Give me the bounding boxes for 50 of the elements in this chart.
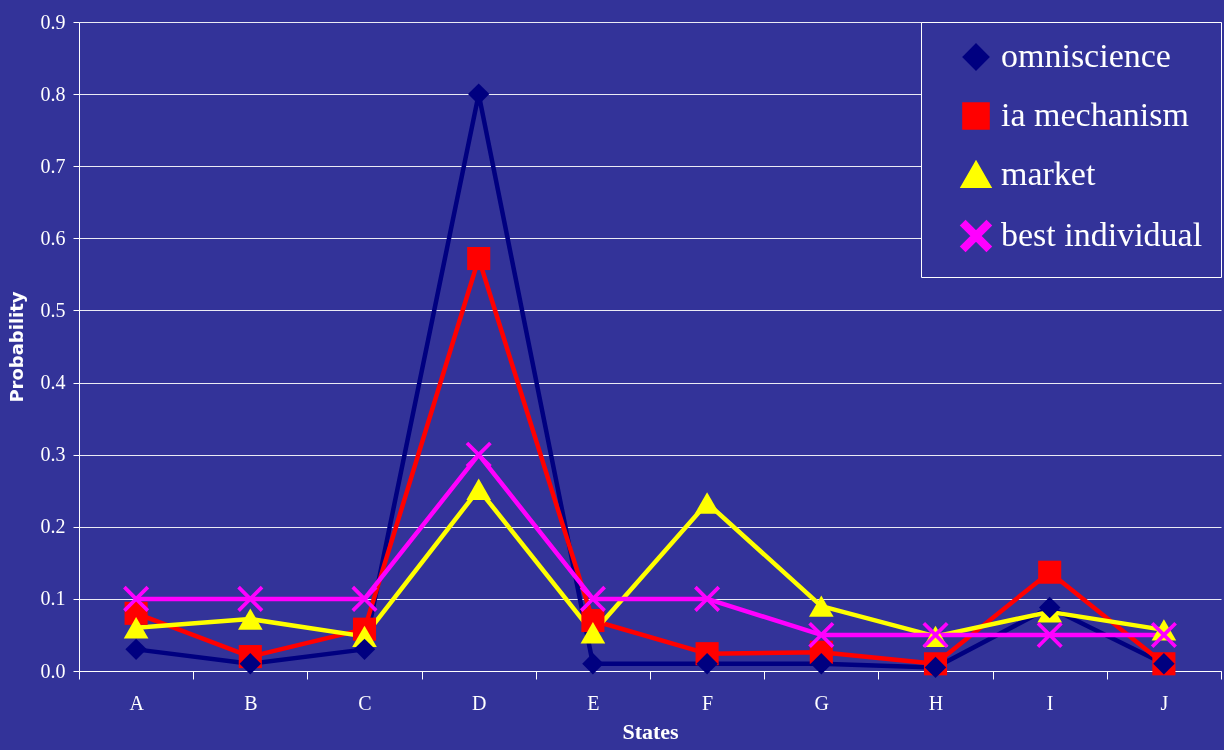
point bbox=[579, 585, 606, 612]
point bbox=[1038, 560, 1062, 584]
x-tick-label: A bbox=[129, 691, 145, 714]
point bbox=[237, 585, 264, 612]
legend-label: market bbox=[1001, 155, 1096, 192]
y-tick-label: 0.3 bbox=[40, 443, 66, 466]
point bbox=[696, 653, 718, 675]
y-tick-label: 0.9 bbox=[40, 10, 66, 33]
point bbox=[466, 478, 492, 500]
point bbox=[465, 441, 492, 468]
y-axis-title: Probability bbox=[5, 291, 27, 403]
x-tick-label: J bbox=[1160, 691, 1169, 714]
x-tick-label: B bbox=[244, 691, 258, 714]
point bbox=[237, 608, 263, 630]
point bbox=[580, 622, 606, 644]
point bbox=[123, 585, 150, 612]
y-tick-label: 0.7 bbox=[40, 154, 66, 177]
point bbox=[353, 638, 376, 661]
y-tick-label: 0.4 bbox=[40, 371, 66, 394]
x-tick-label: G bbox=[814, 691, 830, 714]
point bbox=[810, 653, 833, 675]
y-tick-label: 0.8 bbox=[40, 82, 66, 105]
x-tick-label: E bbox=[587, 691, 600, 714]
point bbox=[808, 595, 834, 617]
point bbox=[239, 653, 262, 675]
x-tick-label: D bbox=[471, 691, 487, 714]
legend-label: ia mechanism bbox=[1001, 96, 1189, 133]
point bbox=[467, 246, 491, 271]
x-tick-label: F bbox=[702, 691, 714, 714]
point bbox=[123, 617, 149, 639]
legend-label: best individual bbox=[1001, 216, 1203, 253]
point bbox=[351, 585, 378, 612]
point bbox=[694, 492, 720, 514]
x-tick-label: I bbox=[1046, 691, 1054, 714]
x-axis-title: States bbox=[622, 718, 680, 744]
point bbox=[694, 585, 721, 612]
point bbox=[1036, 621, 1063, 648]
point bbox=[808, 621, 835, 648]
y-tick-label: 0.0 bbox=[40, 659, 66, 682]
legend-label: omniscience bbox=[1001, 37, 1171, 74]
point bbox=[582, 653, 604, 675]
point bbox=[1038, 596, 1061, 619]
y-tick-label: 0.6 bbox=[40, 226, 66, 249]
x-tick-label: H bbox=[928, 691, 944, 714]
y-tick-label: 0.1 bbox=[40, 587, 66, 610]
point bbox=[1150, 621, 1177, 648]
point bbox=[125, 638, 147, 661]
x-tick-label: C bbox=[358, 691, 372, 714]
y-tick-label: 0.5 bbox=[40, 298, 66, 321]
y-tick-label: 0.2 bbox=[40, 515, 66, 538]
